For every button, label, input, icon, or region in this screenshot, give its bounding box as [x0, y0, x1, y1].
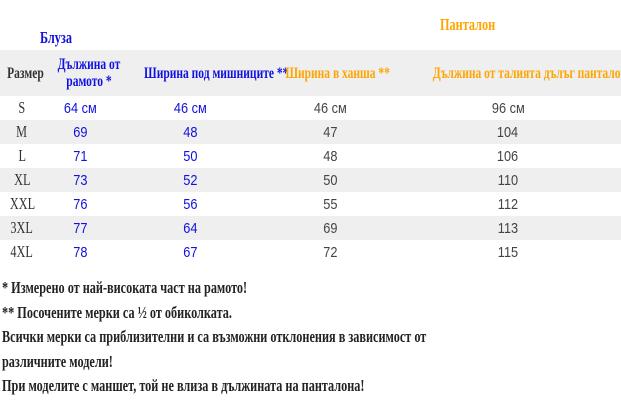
cell-size: XXL	[0, 192, 44, 216]
cell-value: XXL	[9, 194, 35, 213]
cell-armpit-width: 67	[116, 240, 265, 264]
cell-hip-width: 55	[265, 192, 395, 216]
cell-value: 104	[497, 123, 519, 141]
cell-armpit-width: 56	[116, 192, 265, 216]
table-row: 3XL 77 64 69 113	[0, 216, 621, 240]
cell-value: 47	[322, 123, 338, 141]
cell-value: M	[16, 122, 28, 141]
cell-shoulder-length: 64 см	[44, 96, 116, 120]
cell-hip-width: 50	[265, 168, 395, 192]
cell-armpit-width: 52	[116, 168, 265, 192]
note-shoulder: * Измерено от най-високата част на рамот…	[2, 278, 248, 297]
cell-shoulder-length: 71	[44, 144, 116, 168]
cell-value: 3XL	[10, 218, 34, 237]
cell-pants-length: 113	[395, 216, 621, 240]
cell-shoulder-length: 76	[44, 192, 116, 216]
cell-size: L	[0, 144, 44, 168]
header-pants-length: Дължина от талията дълъг панталон	[395, 50, 621, 96]
cell-value: 76	[72, 195, 88, 213]
cell-armpit-width: 48	[116, 120, 265, 144]
cell-value: 52	[183, 171, 198, 189]
header-size: Размер	[0, 50, 44, 96]
note-half-circumference: ** Посочените мерки са ½ от обиколката.	[2, 302, 232, 322]
cell-value: 110	[497, 171, 519, 189]
header-armpit-width: Ширина под мишниците **	[116, 50, 288, 96]
cell-shoulder-length: 77	[44, 216, 116, 240]
header-row: Размер Дължина от рамото * Ширина под ми…	[0, 50, 621, 96]
cell-size: 3XL	[0, 216, 44, 240]
cell-hip-width: 47	[265, 120, 395, 144]
cell-value: 73	[72, 171, 88, 189]
cell-value: S	[18, 98, 26, 117]
cell-hip-width: 48	[265, 144, 395, 168]
cell-size: M	[0, 120, 44, 144]
cell-shoulder-length: 73	[44, 168, 116, 192]
header-shoulder-length: Дължина от рамото *	[44, 50, 120, 96]
size-chart-table: Размер Дължина от рамото * Ширина под ми…	[0, 50, 621, 264]
note-approximate: Всички мерки са приблизителни и са възмо…	[2, 327, 427, 346]
cell-hip-width: 72	[265, 240, 395, 264]
cell-value: 72	[322, 243, 338, 261]
cell-value: 55	[322, 195, 338, 213]
table-row: XXL 76 56 55 112	[0, 192, 621, 216]
note-models: различните модели!	[2, 351, 113, 371]
cell-hip-width: 69	[265, 216, 395, 240]
cell-value: 64 см	[63, 99, 97, 117]
pants-group-label: Панталон	[440, 15, 496, 34]
cell-value: 77	[72, 219, 88, 237]
cell-value: 106	[497, 147, 519, 165]
note-cuff: При моделите с маншет, той не влиза в дъ…	[2, 376, 365, 395]
cell-size: S	[0, 96, 44, 120]
cell-hip-width: 46 см	[265, 96, 395, 120]
cell-size: 4XL	[0, 240, 44, 264]
cell-value: 78	[72, 243, 88, 261]
cell-armpit-width: 64	[116, 216, 265, 240]
cell-pants-length: 106	[395, 144, 621, 168]
cell-value: 69	[72, 123, 88, 141]
cell-value: 46 см	[313, 99, 347, 117]
table-row: XL 73 52 50 110	[0, 168, 621, 192]
cell-value: 96 см	[491, 99, 525, 117]
cell-value: 48	[322, 147, 338, 165]
notes: * Измерено от най-високата част на рамот…	[2, 276, 591, 399]
cell-value: 67	[183, 243, 198, 261]
cell-value: 113	[497, 219, 519, 237]
cell-pants-length: 104	[395, 120, 621, 144]
table-row: S 64 см 46 см 46 см 96 см	[0, 96, 621, 120]
cell-value: 64	[183, 219, 198, 237]
cell-size: XL	[0, 168, 44, 192]
cell-armpit-width: 46 см	[116, 96, 265, 120]
header-hip-width: Ширина в ханша **	[265, 50, 395, 96]
cell-pants-length: 110	[395, 168, 621, 192]
cell-value: 71	[72, 147, 88, 165]
cell-value: 112	[497, 195, 519, 213]
cell-shoulder-length: 78	[44, 240, 116, 264]
cell-armpit-width: 50	[116, 144, 265, 168]
cell-value: 56	[183, 195, 198, 213]
cell-value: 4XL	[10, 242, 34, 261]
cell-value: 50	[183, 147, 198, 165]
cell-pants-length: 112	[395, 192, 621, 216]
cell-pants-length: 115	[395, 240, 621, 264]
table-row: M 69 48 47 104	[0, 120, 621, 144]
cell-value: 69	[322, 219, 338, 237]
cell-value: 48	[183, 123, 198, 141]
blouse-group-label: Блуза	[40, 28, 72, 47]
cell-value: L	[18, 146, 26, 165]
cell-shoulder-length: 69	[44, 120, 116, 144]
cell-value: 46 см	[174, 99, 207, 117]
cell-value: 50	[322, 171, 338, 189]
table-row: 4XL 78 67 72 115	[0, 240, 621, 264]
table-row: L 71 50 48 106	[0, 144, 621, 168]
cell-pants-length: 96 см	[395, 96, 621, 120]
cell-value: 115	[497, 243, 519, 261]
cell-value: XL	[13, 170, 31, 189]
